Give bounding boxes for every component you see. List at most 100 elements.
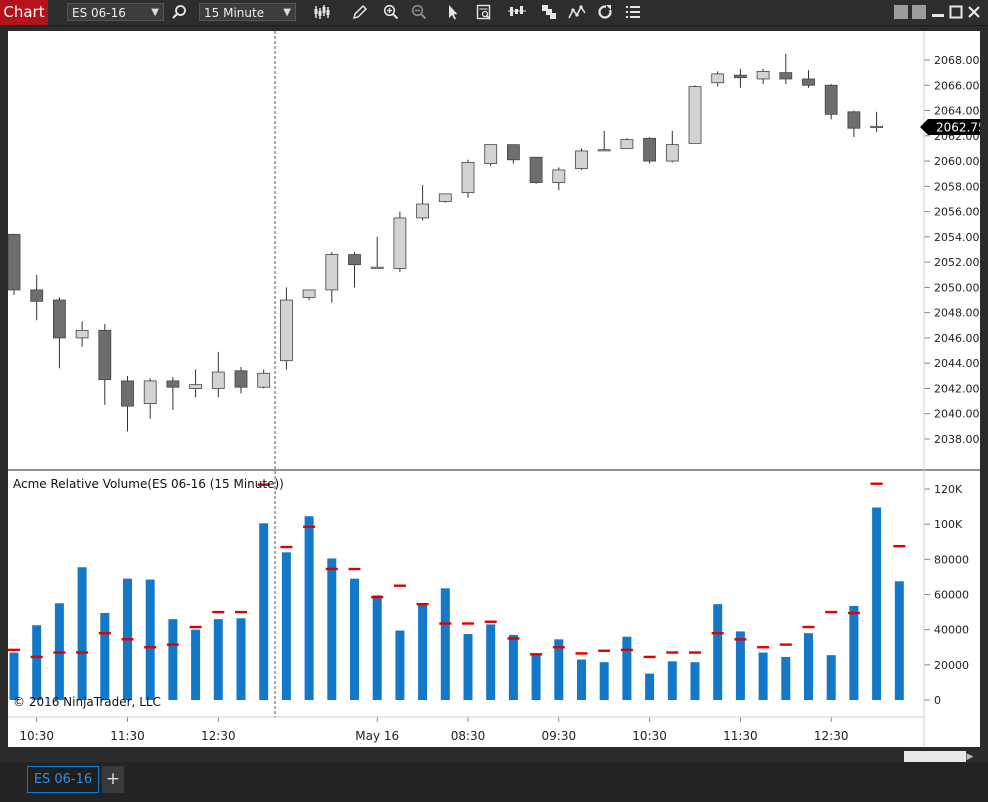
average-marker	[893, 544, 906, 548]
candle-body	[189, 384, 203, 389]
volume-bar	[577, 659, 586, 700]
volume-tick-label: 80000	[934, 553, 969, 566]
maximize-icon[interactable]	[949, 5, 963, 19]
volume-bar	[281, 552, 291, 700]
strategies-icon[interactable]	[566, 2, 588, 22]
average-marker	[643, 655, 656, 659]
average-marker	[121, 638, 134, 641]
scroll-right-icon[interactable]: ▶	[966, 752, 974, 762]
volume-tick-label: 20000	[934, 659, 969, 672]
price-tick-label: 2038.00	[934, 433, 980, 446]
volume-bar	[327, 558, 337, 700]
price-volume-chart[interactable]: 2068.002066.002064.002062.002060.002058.…	[8, 31, 980, 747]
price-tick-label: 2040.00	[934, 408, 980, 421]
average-marker	[462, 622, 474, 625]
tab-es-06-16[interactable]: ES 06-16	[27, 766, 99, 793]
interval-value: 15 Minute	[204, 6, 265, 20]
volume-bar	[894, 581, 904, 700]
volume-bar	[508, 634, 518, 700]
chart-panel[interactable]: 2068.00 2066.00 2064.00 2062.00 2060.00 2058.…	[8, 31, 980, 747]
instrument-selector[interactable]: ES 06-16 ▼	[67, 3, 164, 21]
candle-body	[552, 169, 566, 183]
average-marker	[348, 567, 361, 571]
volume-tick-label: 120K	[934, 483, 963, 496]
volume-bar	[100, 612, 110, 700]
price-tick-label: 2042.00	[934, 382, 980, 395]
candle-body	[8, 233, 21, 291]
average-marker	[734, 638, 747, 641]
minimize-icon[interactable]	[931, 5, 945, 19]
candle-body	[257, 372, 271, 388]
average-marker	[53, 651, 66, 654]
interval-selector[interactable]: 15 Minute ▼	[199, 3, 296, 21]
draw-pen-icon[interactable]	[349, 2, 371, 22]
average-marker	[257, 483, 270, 486]
properties-icon[interactable]	[622, 2, 644, 22]
volume-bar	[667, 661, 677, 700]
candle-body	[325, 254, 339, 291]
volume-bar	[804, 633, 813, 700]
zoom-in-icon[interactable]	[380, 2, 402, 22]
average-marker	[439, 622, 452, 625]
candle-body	[484, 144, 498, 164]
chart-style-icon[interactable]	[506, 2, 528, 22]
candle-body	[756, 70, 770, 80]
add-tab-button[interactable]: +	[102, 766, 124, 793]
price-tick-label: 2068.00	[934, 54, 980, 67]
time-axis-label: 11:30	[723, 729, 758, 743]
average-marker	[76, 651, 89, 654]
bar-type-icon[interactable]	[311, 2, 333, 22]
horizontal-scrollbar[interactable]	[8, 750, 980, 764]
average-marker	[620, 648, 633, 652]
templates-icon[interactable]	[538, 2, 560, 22]
time-axis-label: 08:30	[451, 729, 486, 743]
candle-body	[734, 74, 747, 79]
search-icon[interactable]	[168, 2, 190, 22]
close-icon[interactable]	[967, 5, 981, 19]
volume-bar	[350, 578, 359, 700]
average-marker	[484, 620, 497, 623]
average-marker	[280, 545, 293, 549]
candle-body	[529, 156, 543, 183]
time-axis-label: 12:30	[201, 729, 236, 743]
average-marker	[530, 653, 543, 656]
chevron-down-icon: ▼	[283, 7, 291, 18]
volume-bar	[599, 662, 609, 700]
average-marker	[507, 637, 520, 640]
average-marker	[666, 651, 679, 654]
candle-body	[597, 149, 611, 152]
snap-icon[interactable]	[894, 5, 908, 19]
volume-bar	[849, 605, 859, 700]
average-marker	[303, 525, 316, 529]
volume-tick-label: 100K	[934, 518, 963, 531]
scrollbar-thumb[interactable]	[904, 751, 966, 763]
average-marker	[30, 655, 43, 659]
volume-tick-label: 40000	[934, 624, 969, 637]
pointer-icon[interactable]	[442, 2, 464, 22]
volume-bar	[554, 639, 564, 700]
candle-body	[438, 193, 452, 202]
chart-title-tab[interactable]: Chart	[0, 0, 48, 25]
data-box-icon[interactable]	[473, 2, 495, 22]
candle-body	[870, 125, 883, 128]
zoom-out-icon[interactable]	[408, 2, 430, 22]
volume-bar	[735, 631, 745, 700]
average-marker	[689, 651, 701, 654]
candle-body	[53, 299, 66, 339]
candle-body	[461, 161, 475, 194]
snap2-icon[interactable]	[912, 5, 926, 19]
candle-body	[234, 370, 248, 388]
candle-body	[121, 380, 134, 407]
price-tick-label: 2066.00	[934, 79, 980, 92]
volume-bar	[304, 516, 314, 700]
average-marker	[98, 631, 111, 635]
candle-body	[166, 380, 180, 388]
price-marker-label: 2062.75	[936, 121, 980, 135]
volume-bar	[395, 630, 405, 700]
reload-icon[interactable]	[594, 2, 616, 22]
price-tick-label: 2052.00	[934, 256, 980, 269]
volume-bar	[826, 655, 836, 700]
candle-body	[620, 139, 634, 149]
candle-body	[393, 217, 407, 269]
candle-body	[575, 150, 588, 170]
